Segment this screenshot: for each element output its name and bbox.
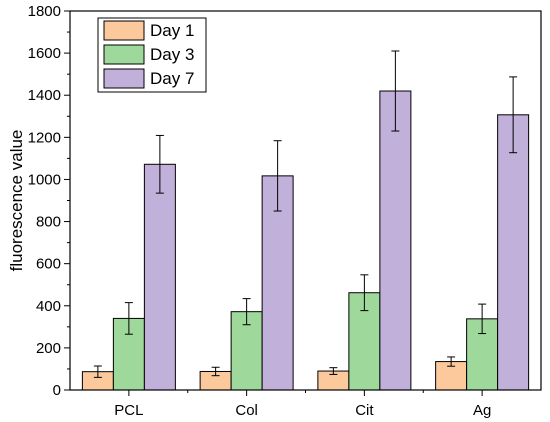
y-tick-label: 1800 bbox=[28, 3, 61, 20]
error-bar-day-3-col bbox=[242, 298, 251, 326]
legend: Day 1 Day 3 Day 7 bbox=[97, 17, 207, 93]
error-bar-day-1-cit bbox=[329, 367, 338, 375]
error-bar-day-7-pcl bbox=[155, 134, 164, 194]
error-bar-day-7-col bbox=[273, 140, 282, 212]
error-bar-day-3-cit bbox=[360, 274, 369, 312]
legend-item-day-1: Day 1 bbox=[103, 20, 194, 41]
error-bar-day-1-pcl bbox=[93, 365, 102, 378]
error-bar-day-1-ag bbox=[447, 356, 456, 367]
error-bar-day-3-pcl bbox=[124, 302, 133, 335]
axes-group: 0 200 400 600 800 1000 1200 1400 1600 1800 PCL Col C… bbox=[28, 3, 542, 419]
y-tick-label: 1600 bbox=[28, 45, 61, 62]
legend-item-day-3: Day 3 bbox=[103, 44, 194, 65]
y-tick-label: 1400 bbox=[28, 87, 61, 104]
y-tick-label: 800 bbox=[36, 214, 61, 231]
error-bar-day-7-cit bbox=[391, 50, 400, 132]
legend-label: Day 1 bbox=[150, 21, 194, 40]
x-tick-label-cit: Cit bbox=[355, 402, 374, 419]
bar-day-7-pcl bbox=[143, 163, 176, 391]
bars-group bbox=[81, 90, 530, 391]
legend-swatch bbox=[103, 20, 145, 41]
legend-label: Day 3 bbox=[150, 45, 194, 64]
error-bar-day-7-ag bbox=[509, 76, 518, 154]
bar-day-7-col bbox=[261, 175, 294, 391]
error-bar-day-3-ag bbox=[478, 303, 487, 335]
y-tick-label: 400 bbox=[36, 298, 61, 315]
y-tick-label: 1200 bbox=[28, 129, 61, 146]
bar-day-7-cit bbox=[379, 90, 412, 391]
legend-label: Day 7 bbox=[150, 69, 194, 88]
y-tick-label: 200 bbox=[36, 340, 61, 357]
y-tick-label: 1000 bbox=[28, 171, 61, 188]
legend-swatch bbox=[103, 44, 145, 65]
y-axis-title: fluorescence value bbox=[7, 130, 26, 272]
error-bars-group bbox=[93, 50, 518, 378]
x-tick-label-col: Col bbox=[235, 402, 258, 419]
legend-item-day-7: Day 7 bbox=[103, 68, 194, 89]
y-tick-label: 600 bbox=[36, 256, 61, 273]
error-bar-day-1-col bbox=[211, 366, 220, 377]
x-tick-label-ag: Ag bbox=[473, 402, 491, 419]
legend-swatch bbox=[103, 68, 145, 89]
bar-day-7-ag bbox=[497, 114, 530, 391]
y-tick-label: 0 bbox=[53, 382, 61, 399]
x-tick-label-pcl: PCL bbox=[114, 402, 143, 419]
